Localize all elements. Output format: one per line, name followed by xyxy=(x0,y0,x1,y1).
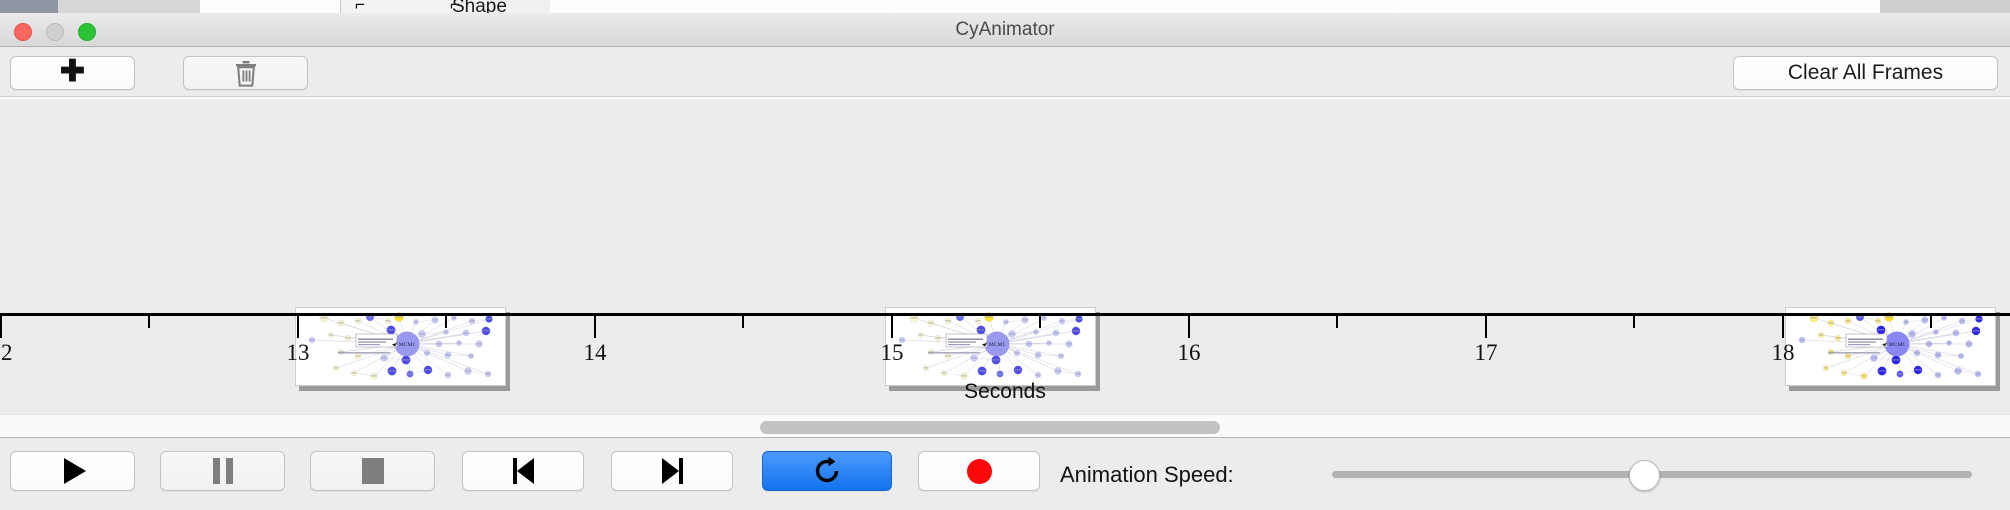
background-window-titlebar xyxy=(0,0,58,13)
player-control-bar: Animation Speed: xyxy=(0,439,2010,510)
maximize-button[interactable] xyxy=(78,23,96,41)
horizontal-scrollbar[interactable] xyxy=(0,414,2010,438)
background-segment xyxy=(130,0,201,13)
background-window-strip: ⌐ ⌐ Shape xyxy=(0,0,2010,13)
delete-frame-button[interactable] xyxy=(183,56,308,90)
svg-text:MCM1: MCM1 xyxy=(1889,342,1906,348)
axis-tick-label: 12 xyxy=(0,340,13,365)
svg-text:MCM1: MCM1 xyxy=(989,342,1006,348)
play-icon xyxy=(63,458,86,484)
background-window-label: Shape xyxy=(452,0,507,13)
network-thumbnail-graph: MCM1 xyxy=(898,312,1083,380)
clear-all-frames-button[interactable]: Clear All Frames xyxy=(1733,56,1998,90)
axis-tick-minor xyxy=(1039,316,1041,328)
trash-icon xyxy=(235,60,256,87)
axis-tick-minor xyxy=(1930,316,1932,328)
axis-tick-label: 16 xyxy=(1177,340,1201,365)
loop-button[interactable] xyxy=(762,451,892,491)
timeline-frame[interactable]: MCM1 xyxy=(1785,307,2000,391)
plus-icon: ✚ xyxy=(59,54,86,88)
timeline-top-divider xyxy=(0,97,2010,99)
background-segment xyxy=(1480,0,1881,13)
previous-frame-button[interactable] xyxy=(462,451,584,491)
timeline-axis xyxy=(0,313,2010,316)
scrollbar-thumb[interactable] xyxy=(760,421,1220,434)
timeline-panel[interactable]: MCM1 MCM1 MCM1 12 13 14 15 16 17 18 Seconds xyxy=(0,97,2010,414)
axis-title: Seconds xyxy=(964,380,1046,403)
background-segment xyxy=(200,0,341,13)
record-icon xyxy=(966,458,992,484)
frame-thumbnail[interactable]: MCM1 xyxy=(295,307,506,386)
background-glyph-icon: ⌐ xyxy=(450,0,460,13)
stop-icon xyxy=(361,458,384,484)
frame-thumbnail[interactable]: MCM1 xyxy=(885,307,1096,386)
axis-tick-label: 15 xyxy=(880,340,904,365)
axis-tick-minor xyxy=(1633,316,1635,328)
axis-tick-major xyxy=(891,316,893,338)
close-button[interactable] xyxy=(14,23,32,41)
toolbar: ✚ Clear All Frames xyxy=(0,47,2010,97)
record-button[interactable] xyxy=(918,451,1040,491)
axis-tick-minor xyxy=(742,316,744,328)
axis-tick-label: 14 xyxy=(583,340,607,365)
animation-speed-slider-thumb[interactable] xyxy=(1629,460,1660,491)
axis-tick-minor xyxy=(445,316,447,328)
background-segment xyxy=(58,0,131,13)
next-frame-button[interactable] xyxy=(611,451,733,491)
background-segment xyxy=(1880,0,2010,13)
title-bar: CyAnimator xyxy=(0,13,2010,47)
frame-thumbnail[interactable]: MCM1 xyxy=(1785,307,1996,386)
background-segment xyxy=(550,0,671,13)
loop-icon xyxy=(815,456,839,483)
timeline-frame[interactable]: MCM1 xyxy=(885,307,1100,391)
animation-speed-label: Animation Speed: xyxy=(1060,462,1234,487)
background-glyph-icon: ⌐ xyxy=(355,0,365,13)
pause-button[interactable] xyxy=(160,451,285,491)
svg-text:MCM1: MCM1 xyxy=(399,342,416,348)
axis-tick-label: 13 xyxy=(286,340,310,365)
network-thumbnail-graph: MCM1 xyxy=(308,312,493,380)
timeline-frame[interactable]: MCM1 xyxy=(295,307,510,391)
play-button[interactable] xyxy=(10,451,135,491)
skip-forward-icon xyxy=(661,458,683,484)
axis-tick-major xyxy=(1485,316,1487,338)
background-segment xyxy=(670,0,881,13)
axis-tick-major xyxy=(0,316,2,338)
stop-button[interactable] xyxy=(310,451,435,491)
minimize-button[interactable] xyxy=(46,23,64,41)
axis-tick-major xyxy=(1188,316,1190,338)
window-title: CyAnimator xyxy=(955,19,1055,40)
axis-tick-minor xyxy=(148,316,150,328)
axis-tick-minor xyxy=(1336,316,1338,328)
axis-tick-major xyxy=(297,316,299,338)
skip-backward-icon xyxy=(512,458,534,484)
clear-all-frames-label: Clear All Frames xyxy=(1787,61,1944,84)
axis-tick-major xyxy=(594,316,596,338)
axis-tick-label: 17 xyxy=(1474,340,1498,365)
axis-tick-label: 18 xyxy=(1771,340,1795,365)
pause-icon xyxy=(212,458,233,484)
add-frame-button[interactable]: ✚ xyxy=(10,56,135,90)
background-segment xyxy=(880,0,1481,13)
axis-tick-major xyxy=(1782,316,1784,338)
network-thumbnail-graph: MCM1 xyxy=(1798,312,1983,380)
